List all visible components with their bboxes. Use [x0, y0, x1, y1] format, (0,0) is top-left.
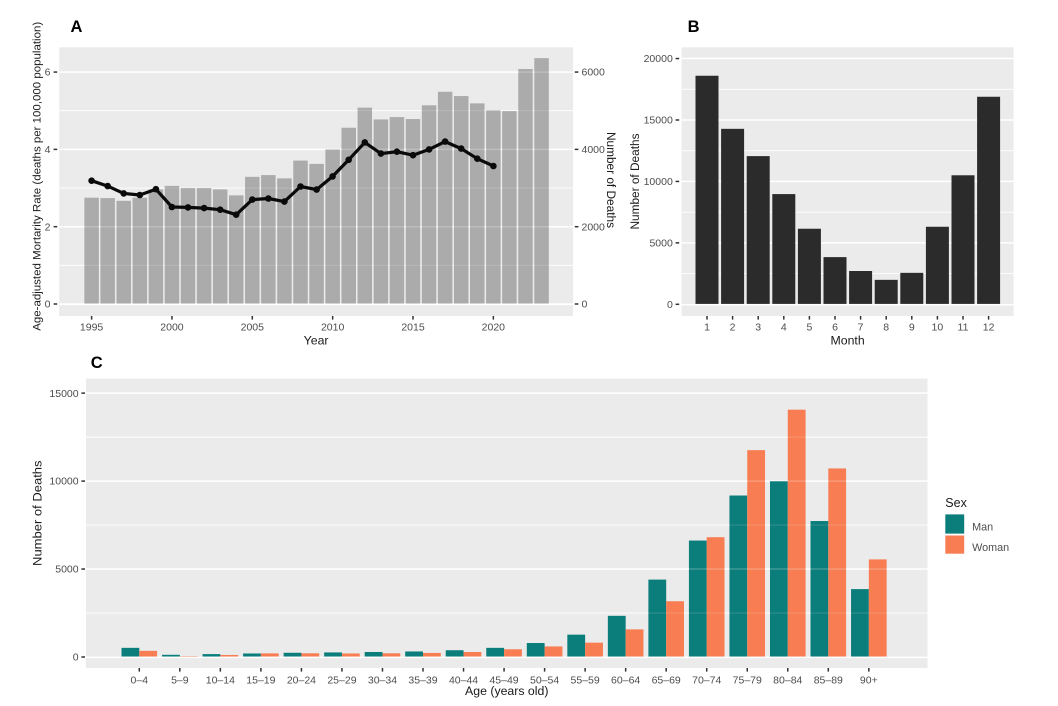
svg-text:7: 7	[858, 322, 864, 334]
svg-text:Man: Man	[972, 522, 993, 534]
svg-text:0: 0	[667, 299, 673, 311]
svg-text:90+: 90+	[860, 674, 878, 686]
svg-text:Age (years old): Age (years old)	[465, 684, 548, 698]
svg-text:2000: 2000	[160, 322, 184, 334]
svg-text:6000: 6000	[582, 67, 606, 79]
svg-text:15000: 15000	[49, 388, 78, 400]
svg-text:5: 5	[806, 322, 812, 334]
svg-text:20000: 20000	[644, 53, 673, 65]
svg-text:3: 3	[755, 322, 761, 334]
svg-text:4: 4	[45, 144, 51, 156]
svg-text:Number of Deaths: Number of Deaths	[628, 134, 642, 230]
svg-text:2: 2	[45, 221, 51, 233]
svg-text:Month: Month	[831, 333, 865, 347]
svg-text:10: 10	[932, 322, 944, 334]
svg-text:Number of Deaths: Number of Deaths	[604, 132, 618, 228]
svg-text:35–39: 35–39	[408, 674, 437, 686]
svg-text:25–29: 25–29	[327, 674, 356, 686]
svg-text:8: 8	[883, 322, 889, 334]
svg-text:0: 0	[73, 652, 79, 664]
svg-text:40–44: 40–44	[449, 674, 478, 686]
svg-text:9: 9	[909, 322, 915, 334]
svg-text:75–79: 75–79	[733, 674, 762, 686]
svg-text:2: 2	[730, 322, 736, 334]
svg-text:11: 11	[958, 322, 969, 334]
svg-text:15–19: 15–19	[246, 674, 275, 686]
svg-text:6: 6	[45, 67, 51, 79]
svg-text:5–9: 5–9	[171, 674, 189, 686]
svg-text:5000: 5000	[649, 237, 673, 249]
svg-text:85–89: 85–89	[814, 674, 843, 686]
svg-text:60–64: 60–64	[611, 674, 640, 686]
svg-text:C: C	[91, 354, 103, 372]
svg-text:10000: 10000	[644, 176, 673, 188]
svg-text:12: 12	[983, 322, 995, 334]
svg-text:Sex: Sex	[945, 496, 967, 510]
svg-text:2020: 2020	[482, 322, 506, 334]
svg-text:65–69: 65–69	[652, 674, 681, 686]
svg-text:0: 0	[45, 299, 51, 311]
svg-text:2000: 2000	[582, 221, 606, 233]
svg-text:10–14: 10–14	[206, 674, 235, 686]
svg-text:2005: 2005	[241, 322, 265, 334]
svg-text:70–74: 70–74	[692, 674, 721, 686]
svg-text:5000: 5000	[55, 564, 79, 576]
svg-text:2015: 2015	[401, 322, 425, 334]
svg-text:55–59: 55–59	[571, 674, 600, 686]
svg-text:4: 4	[781, 322, 787, 334]
svg-text:Number of Deaths: Number of Deaths	[31, 460, 45, 566]
svg-text:50–54: 50–54	[530, 674, 559, 686]
svg-text:45–49: 45–49	[489, 674, 518, 686]
svg-text:80–84: 80–84	[773, 674, 802, 686]
svg-text:4000: 4000	[582, 144, 606, 156]
svg-text:2010: 2010	[321, 322, 345, 334]
svg-text:0–4: 0–4	[131, 674, 149, 686]
svg-text:1: 1	[704, 322, 710, 334]
svg-text:1995: 1995	[80, 322, 104, 334]
svg-text:0: 0	[582, 299, 588, 311]
svg-text:10000: 10000	[49, 476, 78, 488]
svg-text:Woman: Woman	[972, 542, 1009, 554]
svg-text:15000: 15000	[644, 115, 673, 127]
svg-text:30–34: 30–34	[368, 674, 397, 686]
svg-text:Year: Year	[304, 333, 329, 347]
svg-text:20–24: 20–24	[287, 674, 316, 686]
svg-text:Age-adjusted Mortarity Rate (d: Age-adjusted Mortarity Rate (deaths per …	[32, 22, 44, 331]
svg-text:6: 6	[832, 322, 838, 334]
svg-text:B: B	[688, 18, 700, 36]
svg-text:A: A	[71, 18, 83, 36]
